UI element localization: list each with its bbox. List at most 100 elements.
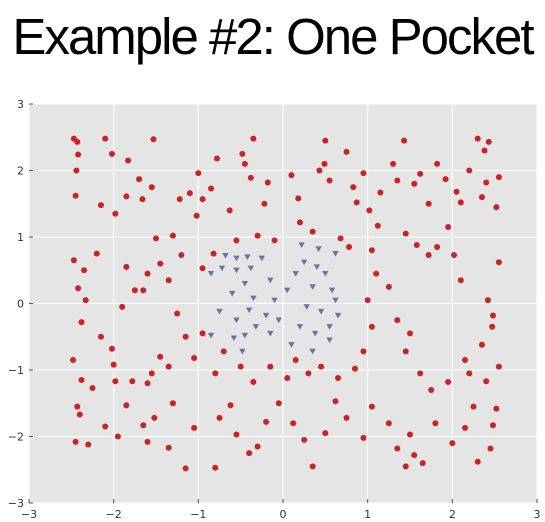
outer-class-point bbox=[385, 283, 392, 290]
outer-class-point bbox=[470, 403, 477, 410]
outer-class-point bbox=[301, 436, 308, 443]
outer-class-point bbox=[292, 357, 299, 364]
inner-class-point bbox=[233, 267, 240, 274]
outer-class-point bbox=[466, 370, 473, 377]
y-tick-label: 2 bbox=[17, 165, 24, 178]
inner-class-point bbox=[267, 330, 274, 337]
outer-class-point bbox=[75, 285, 82, 292]
outer-class-point bbox=[411, 180, 418, 187]
outer-class-point bbox=[309, 463, 316, 470]
x-tick-label: −1 bbox=[190, 508, 206, 521]
outer-class-point bbox=[478, 194, 485, 201]
outer-class-point bbox=[254, 443, 261, 450]
outer-class-point bbox=[169, 232, 176, 239]
outer-class-point bbox=[401, 137, 408, 144]
outer-class-point bbox=[144, 380, 151, 387]
outer-class-point bbox=[407, 330, 413, 337]
outer-class-point bbox=[474, 135, 481, 142]
outer-class-point bbox=[394, 445, 401, 452]
outer-class-point bbox=[70, 257, 77, 264]
inner-class-point bbox=[252, 324, 260, 330]
outer-class-point bbox=[332, 398, 339, 405]
x-tick-label: 0 bbox=[280, 508, 287, 521]
y-tick-label: −1 bbox=[8, 364, 24, 377]
outer-class-point bbox=[237, 363, 244, 370]
outer-class-point bbox=[102, 423, 109, 430]
inner-class-point bbox=[239, 348, 246, 355]
outer-class-point bbox=[165, 277, 172, 284]
inner-class-point bbox=[300, 259, 308, 266]
inner-class-point bbox=[328, 287, 336, 294]
inner-class-point bbox=[222, 253, 229, 259]
outer-class-point bbox=[322, 137, 329, 144]
outer-class-point bbox=[264, 179, 271, 186]
inner-class-point bbox=[322, 270, 329, 277]
outer-class-point bbox=[227, 402, 234, 409]
inner-class-point bbox=[241, 332, 249, 339]
outer-class-point bbox=[364, 297, 371, 304]
outer-class-point bbox=[254, 232, 261, 239]
outer-class-point bbox=[74, 403, 81, 410]
outer-class-point bbox=[445, 224, 452, 231]
outer-class-point bbox=[216, 414, 223, 421]
outer-class-point bbox=[144, 270, 151, 277]
outer-class-point bbox=[102, 135, 109, 142]
outer-class-point bbox=[346, 243, 353, 250]
outer-class-point bbox=[478, 341, 485, 348]
outer-class-point bbox=[261, 200, 268, 207]
x-tick-label: −3 bbox=[21, 508, 37, 521]
outer-class-point bbox=[402, 230, 409, 237]
outer-class-point bbox=[75, 151, 82, 158]
x-tick-label: 1 bbox=[364, 508, 371, 521]
outer-class-point bbox=[360, 348, 367, 355]
outer-class-point bbox=[457, 199, 464, 206]
outer-class-point bbox=[425, 200, 432, 207]
outer-class-point bbox=[72, 438, 79, 445]
outer-class-point bbox=[210, 250, 217, 257]
outer-class-point bbox=[233, 431, 240, 438]
outer-class-point bbox=[191, 424, 198, 431]
outer-class-point bbox=[309, 228, 316, 235]
inner-class-point bbox=[245, 307, 253, 314]
inner-class-point bbox=[311, 330, 319, 337]
inner-class-point bbox=[326, 337, 333, 344]
outer-class-point bbox=[208, 185, 215, 192]
outer-class-point bbox=[377, 189, 384, 196]
outer-class-point bbox=[140, 287, 147, 294]
outer-class-point bbox=[157, 260, 164, 267]
outer-class-point bbox=[246, 450, 253, 457]
inner-class-point bbox=[216, 308, 223, 315]
x-tick-label: 3 bbox=[534, 508, 541, 521]
outer-class-point bbox=[337, 235, 344, 242]
outer-class-point bbox=[186, 190, 193, 197]
outer-class-point bbox=[493, 204, 500, 211]
outer-class-point bbox=[129, 378, 136, 385]
outer-class-point bbox=[368, 323, 375, 330]
outer-class-point bbox=[199, 196, 206, 203]
inner-class-point bbox=[309, 348, 316, 355]
inner-class-point bbox=[258, 255, 266, 262]
outer-class-point bbox=[374, 222, 381, 229]
outer-class-point bbox=[112, 378, 119, 385]
outer-class-point bbox=[82, 297, 89, 304]
outer-class-point bbox=[123, 263, 130, 270]
outer-class-point bbox=[351, 365, 358, 372]
outer-class-point bbox=[417, 170, 424, 177]
outer-class-point bbox=[434, 243, 441, 250]
outer-class-point bbox=[151, 414, 158, 421]
outer-class-point bbox=[402, 463, 409, 470]
outer-class-point bbox=[449, 440, 456, 447]
outer-class-point bbox=[321, 160, 328, 167]
outer-class-point bbox=[318, 363, 325, 370]
outer-class-point bbox=[295, 195, 302, 202]
outer-class-point bbox=[343, 148, 350, 155]
outer-class-point bbox=[89, 384, 96, 391]
outer-class-point bbox=[489, 312, 496, 319]
outer-class-point bbox=[487, 445, 494, 452]
outer-class-point bbox=[233, 237, 240, 244]
outer-class-point bbox=[417, 370, 424, 377]
outer-class-point bbox=[434, 160, 441, 167]
outer-class-point bbox=[178, 251, 185, 258]
outer-class-point bbox=[157, 353, 164, 360]
